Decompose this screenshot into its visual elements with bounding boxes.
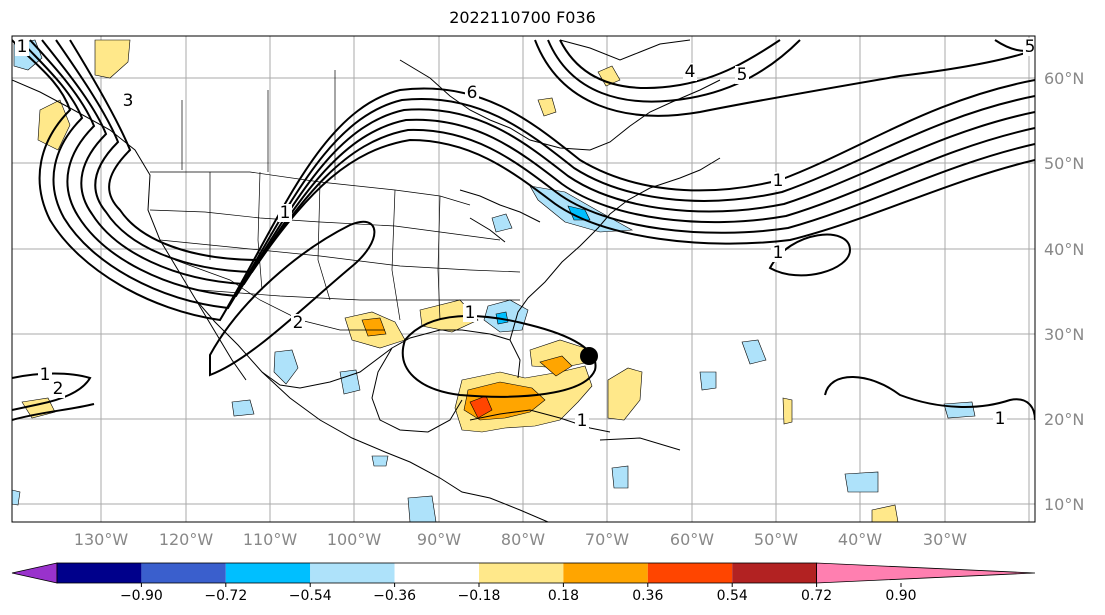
contour-label: 4 <box>685 62 696 82</box>
contour-label-bg <box>15 38 29 56</box>
colorbar-outline <box>56 562 817 584</box>
colorbar <box>11 562 1036 584</box>
latitude-labels: 60°N 50°N 40°N 30°N 20°N 10°N <box>1044 69 1084 514</box>
lat-tick-label: 20°N <box>1044 410 1084 429</box>
colorbar-segment <box>647 563 733 583</box>
contour-label: 1 <box>773 171 784 191</box>
colorbar-segment <box>479 563 564 583</box>
contour-label: 1 <box>577 411 588 431</box>
lon-tick-label: 50°W <box>754 530 798 549</box>
contour-label: 1 <box>17 37 28 57</box>
lon-tick-label: 40°W <box>838 530 882 549</box>
lon-tick-label: 120°W <box>159 530 214 549</box>
lon-tick-label: 60°W <box>670 530 714 549</box>
contour-label: 3 <box>123 91 134 111</box>
colorbar-tick-label: 0.18 <box>548 588 579 604</box>
colorbar-tick-label: −0.72 <box>204 588 247 604</box>
lat-tick-label: 40°N <box>1044 240 1084 259</box>
colorbar-tick-label: −0.90 <box>120 588 163 604</box>
colorbar-extend-min <box>11 562 58 584</box>
contour-label-bg <box>771 244 785 262</box>
lon-tick-label: 90°W <box>417 530 461 549</box>
lon-tick-label: 100°W <box>327 530 382 549</box>
colorbar-tick-label: −0.54 <box>289 588 332 604</box>
contour-label: 2 <box>53 379 64 399</box>
colorbar-segment <box>225 563 311 583</box>
contour-label: 1 <box>280 203 291 223</box>
contour-label: 2 <box>293 313 304 333</box>
contour-label-bg <box>993 410 1007 428</box>
lon-tick-label: 130°W <box>74 530 129 549</box>
colorbar-extend-max <box>816 562 1036 584</box>
contour-label-bg <box>38 366 52 384</box>
lon-tick-label: 110°W <box>243 530 298 549</box>
contour-label-bg <box>465 84 479 102</box>
colorbar-segment <box>310 563 395 583</box>
colorbar-segment <box>732 563 817 583</box>
colorbar-tick-label: −0.18 <box>458 588 501 604</box>
figure-title: 2022110700 F036 <box>449 8 596 27</box>
colorbar-segment <box>394 563 479 583</box>
lat-tick-label: 10°N <box>1044 495 1084 514</box>
colorbar-tick-label: 0.90 <box>885 588 916 604</box>
contour-label-bg <box>51 380 65 398</box>
colorbar-segment <box>141 563 226 583</box>
contour-label: 1 <box>773 243 784 263</box>
contour-label-bg <box>575 412 589 430</box>
colorbar-tick-label: 0.72 <box>801 588 832 604</box>
storm-center-marker <box>580 347 598 365</box>
lat-tick-label: 30°N <box>1044 325 1084 344</box>
contour-label-bg <box>291 314 305 332</box>
colorbar-segment <box>57 563 142 583</box>
contour-label: 5 <box>737 65 748 85</box>
map-border <box>11 35 1036 523</box>
contour-label-bg <box>1023 38 1037 56</box>
contour-label: 6 <box>467 83 478 103</box>
contour-label-bg <box>121 92 135 110</box>
contour-label-bg <box>278 204 292 222</box>
colorbar-tick-label: −0.36 <box>373 588 416 604</box>
lat-tick-label: 50°N <box>1044 154 1084 173</box>
colorbar-tick-label: 0.36 <box>632 588 663 604</box>
colorbar-segment <box>563 563 648 583</box>
contour-label: 1 <box>995 409 1006 429</box>
lon-tick-label: 30°W <box>923 530 967 549</box>
shaded-anomalies <box>12 39 976 522</box>
colorbar-tick-labels: −0.90 −0.72 −0.54 −0.36 −0.18 0.18 0.36 0.54 0.7… <box>120 583 917 604</box>
colorbar-tick-label: 0.54 <box>717 588 748 604</box>
contour-label-bg <box>735 66 749 84</box>
gridlines <box>12 36 1035 522</box>
contour-label: 1 <box>465 303 476 323</box>
political-borders <box>149 70 521 331</box>
longitude-labels: 130°W 120°W 110°W 100°W 90°W 80°W 70°W 60°W 50°W… <box>74 530 967 549</box>
contour-label-bg <box>683 63 697 81</box>
contour-label: 1 <box>40 365 51 385</box>
contour-label: 5 <box>1025 37 1036 57</box>
lon-tick-label: 80°W <box>501 530 545 549</box>
contour-label-bg <box>771 172 785 190</box>
lon-tick-label: 70°W <box>585 530 629 549</box>
contour-label-bg <box>463 304 477 322</box>
lat-tick-label: 60°N <box>1044 69 1084 88</box>
